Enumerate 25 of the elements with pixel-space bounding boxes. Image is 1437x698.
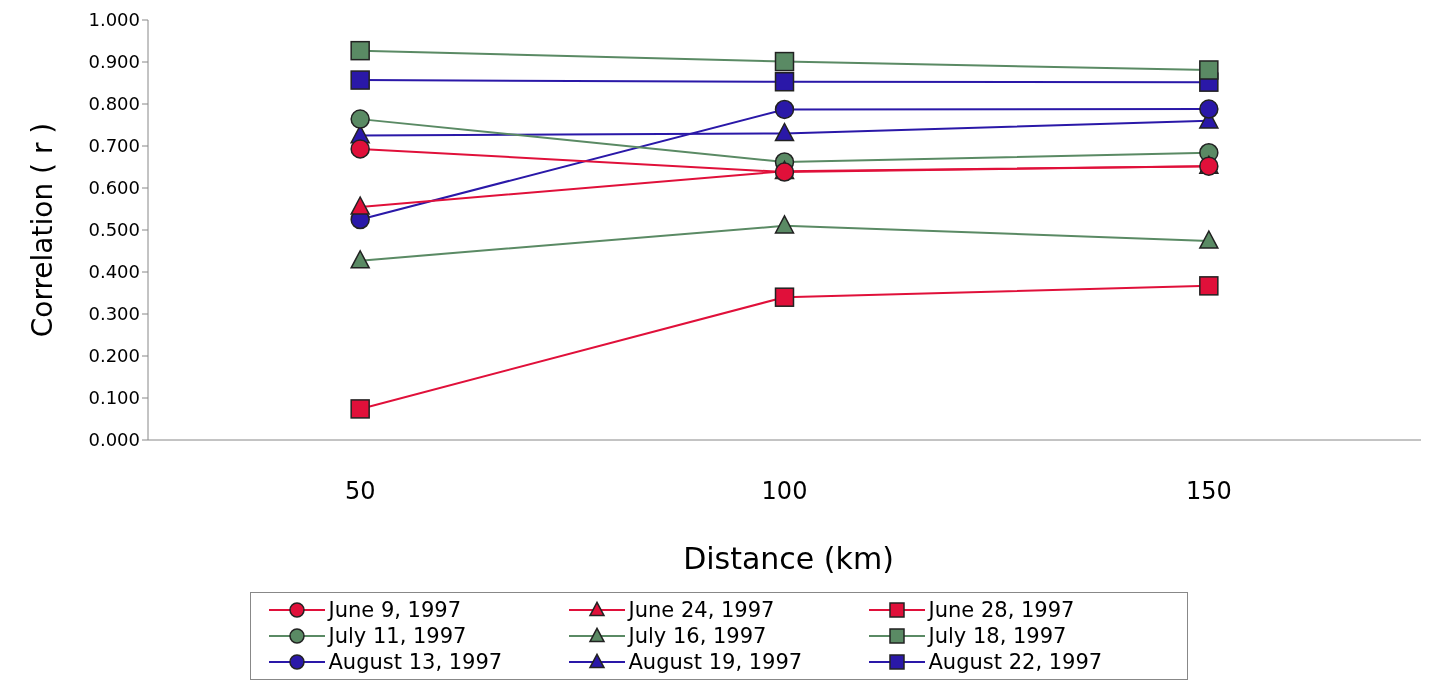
legend-label: August 19, 1997 [628,649,803,675]
y-tick-label: 0.500 [88,219,140,241]
legend-label: August 13, 1997 [328,649,503,675]
y-tick-label: 0.100 [88,387,140,409]
x-tick-label: 100 [761,477,808,506]
legend-label: July 11, 1997 [328,623,467,649]
y-tick-label: 0.200 [88,345,140,367]
y-tick-label: 0.300 [88,303,140,325]
y-tick-label: 0.000 [88,429,140,451]
y-tick-label: 0.900 [88,51,140,73]
x-axis-title: Distance (km) [683,540,894,576]
legend-label: July 16, 1997 [628,623,767,649]
x-tick-label: 50 [344,477,376,506]
y-tick-label: 0.400 [88,261,140,283]
legend-label: June 28, 1997 [928,597,1075,623]
y-tick-label: 1.000 [88,9,140,31]
y-axis-title: Correlation ( r ) [25,122,59,338]
y-tick-label: 0.800 [88,93,140,115]
y-tick-label: 0.700 [88,135,140,157]
legend-label: August 22, 1997 [928,649,1103,675]
legend-label: June 9, 1997 [328,597,462,623]
x-tick-label: 150 [1185,477,1232,506]
y-tick-label: 0.600 [88,177,140,199]
legend-label: July 18, 1997 [928,623,1067,649]
legend-label: June 24, 1997 [628,597,775,623]
